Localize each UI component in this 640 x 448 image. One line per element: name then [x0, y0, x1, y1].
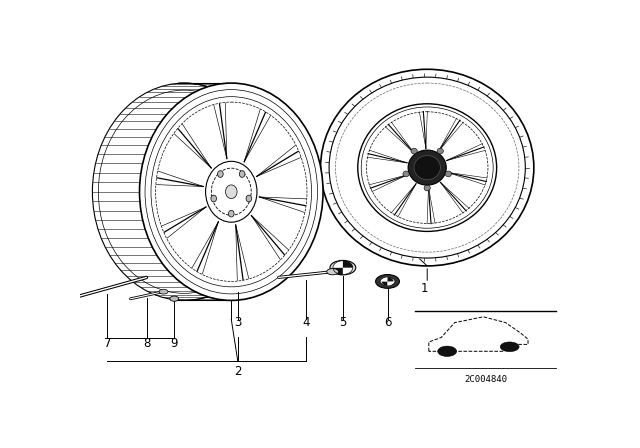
Ellipse shape: [63, 296, 74, 302]
Ellipse shape: [438, 346, 456, 357]
Ellipse shape: [380, 277, 395, 285]
Ellipse shape: [159, 289, 168, 294]
Wedge shape: [343, 267, 353, 275]
Wedge shape: [381, 277, 388, 281]
Ellipse shape: [358, 104, 497, 232]
Ellipse shape: [218, 171, 223, 177]
Wedge shape: [388, 277, 394, 281]
Ellipse shape: [437, 148, 444, 154]
Ellipse shape: [326, 269, 339, 275]
Text: 1: 1: [421, 282, 428, 295]
Text: 7: 7: [104, 337, 111, 350]
Text: 2: 2: [234, 365, 241, 378]
Ellipse shape: [424, 185, 430, 191]
Ellipse shape: [376, 275, 399, 289]
Text: 8: 8: [143, 337, 150, 350]
Ellipse shape: [321, 69, 534, 266]
Ellipse shape: [239, 171, 245, 177]
Ellipse shape: [500, 342, 519, 352]
Ellipse shape: [170, 296, 179, 301]
Text: 9: 9: [170, 337, 178, 350]
Wedge shape: [343, 261, 353, 267]
Ellipse shape: [225, 185, 237, 198]
Text: 3: 3: [234, 316, 241, 329]
Wedge shape: [333, 261, 343, 267]
Ellipse shape: [246, 195, 252, 202]
Ellipse shape: [211, 168, 251, 215]
Wedge shape: [381, 281, 388, 285]
Ellipse shape: [403, 171, 409, 177]
Ellipse shape: [414, 155, 440, 180]
Text: 5: 5: [339, 316, 347, 329]
Text: 2C004840: 2C004840: [464, 375, 507, 384]
Ellipse shape: [228, 210, 234, 217]
Ellipse shape: [330, 260, 356, 275]
Ellipse shape: [140, 83, 323, 301]
Text: 6: 6: [384, 316, 391, 329]
Ellipse shape: [329, 77, 525, 258]
Wedge shape: [388, 281, 394, 285]
Ellipse shape: [408, 150, 446, 185]
Ellipse shape: [205, 161, 257, 222]
Wedge shape: [333, 267, 343, 275]
Text: 4: 4: [302, 316, 309, 329]
Ellipse shape: [211, 195, 216, 202]
Ellipse shape: [445, 171, 451, 177]
Ellipse shape: [411, 148, 417, 154]
